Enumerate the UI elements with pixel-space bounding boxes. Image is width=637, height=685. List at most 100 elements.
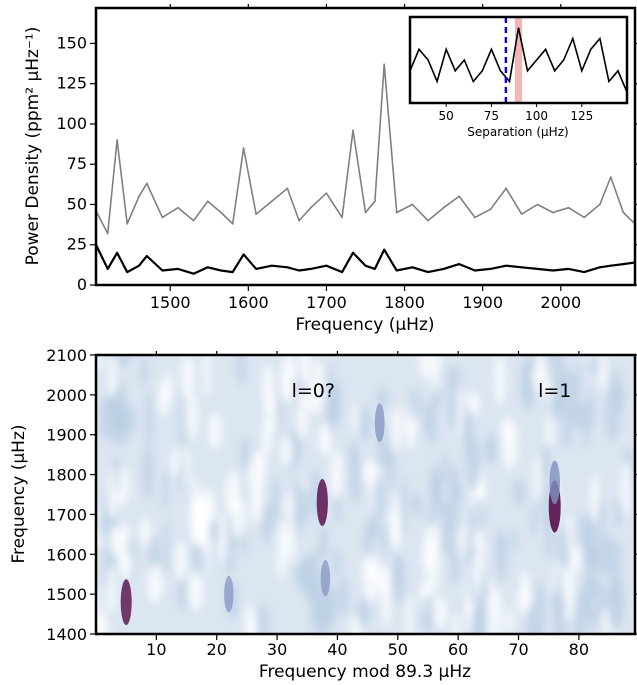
heatmap-cell (424, 524, 440, 552)
bottom-xtick-label: 20 (207, 640, 227, 659)
top-series-1-point (325, 264, 328, 267)
heatmap-cell (181, 355, 195, 399)
heatmap-cell (241, 529, 248, 558)
top-series-0-point (206, 200, 209, 203)
heatmap-cell (545, 415, 553, 448)
heatmap-hotspot (120, 579, 132, 626)
heatmap-cell (245, 601, 254, 634)
top-xtick-label: 1800 (384, 293, 425, 312)
top-xtick-label: 1900 (462, 293, 503, 312)
top-series-0-point (286, 187, 289, 190)
heatmap-cell (140, 355, 148, 388)
heatmap-cell (494, 355, 505, 406)
top-series-1-point (341, 271, 343, 273)
top-ytick-label: 125 (56, 74, 87, 93)
bottom-xtick-label: 50 (388, 640, 408, 659)
bottom-xlabel: Frequency mod 89.3 μHz (259, 662, 471, 682)
top-series-0-point (116, 139, 118, 142)
heatmap-cell (607, 584, 619, 630)
top-series-1-point (145, 255, 148, 257)
heatmap-cell (162, 466, 169, 511)
top-series-0-point (270, 200, 273, 203)
heatmap-hotspot (320, 560, 331, 597)
top-series-0-point (352, 129, 354, 132)
top-series-1-point (520, 266, 523, 269)
top-series-0-point (192, 219, 195, 222)
heatmap-cell (280, 436, 294, 466)
heatmap-cell (441, 500, 451, 558)
heatmap-cell (332, 549, 342, 577)
heatmap-layer (96, 355, 635, 634)
top-series-1-point (309, 268, 312, 270)
top-xtick-label: 1700 (306, 293, 347, 312)
top-series-1-point (552, 269, 554, 272)
heatmap-annotations: l=0? l=1 (292, 380, 572, 402)
top-ytick-label: 25 (67, 235, 87, 254)
top-series-0-point (427, 219, 429, 222)
bottom-xtick-label: 40 (327, 640, 347, 659)
heatmap-cell (587, 389, 595, 432)
heatmap-cell (96, 355, 102, 373)
heatmap-cell (323, 587, 337, 630)
heatmap-cell (502, 417, 518, 471)
top-ytick-label: 50 (67, 194, 87, 213)
heatmap-cell (391, 406, 402, 452)
heatmap-cell (109, 526, 120, 555)
top-series-1-point (255, 268, 257, 270)
heatmap-cell (208, 518, 219, 544)
bottom-xtick-label: 60 (448, 640, 468, 659)
top-series-0-point (177, 206, 179, 209)
heatmap-hotspot (316, 478, 328, 527)
top-series-0-point (622, 211, 625, 214)
heatmap-cell (114, 456, 121, 495)
heatmap-cell (250, 488, 264, 524)
top-series-0-point (383, 63, 386, 66)
top-series-0-point (255, 213, 257, 216)
heatmap-cell (300, 355, 311, 385)
heatmap-hotspot (549, 460, 560, 505)
top-series-1-point (231, 271, 234, 273)
heatmap-cell (419, 355, 433, 379)
bottom-ytick-label: 2000 (46, 386, 87, 405)
heatmap-cell (381, 576, 391, 629)
heatmap-cell (431, 355, 440, 394)
heatmap-cell (262, 364, 274, 416)
heatmap-cell (318, 423, 332, 456)
heatmap-cell (582, 395, 590, 452)
inset-ticks-layer: 50 75 100 125 (439, 103, 593, 123)
heatmap-cell (175, 541, 187, 582)
top-series-1-point (474, 269, 476, 272)
top-series-1-point (427, 271, 429, 273)
top-series-1-point (177, 268, 179, 270)
inset-xtick-label: 125 (570, 109, 593, 123)
top-series-0-point (138, 195, 140, 198)
inset-chart: 50 75 100 125 Separation (μHz) (408, 15, 629, 139)
heatmap-cell (520, 570, 530, 602)
top-xtick-label: 1600 (228, 293, 269, 312)
heatmap-cell (406, 595, 413, 634)
top-series-0-point (395, 211, 398, 214)
top-series-0-point (145, 182, 148, 185)
top-ylabel: Power Density (ppm² μHz⁻¹) (23, 27, 43, 266)
top-plot-frame (94, 6, 637, 287)
heatmap-annotation: l=1 (538, 380, 571, 402)
top-series-1-point (383, 248, 386, 251)
top-series-1-point (138, 264, 140, 267)
heatmap-cell (598, 582, 608, 614)
heatmap-cell (561, 411, 573, 450)
heatmap-cell (569, 545, 582, 572)
heatmap-cell (534, 452, 541, 500)
heatmap-cell (613, 496, 623, 529)
heatmap-cell (318, 523, 329, 563)
heatmap-cell (271, 475, 280, 532)
top-series-0-point (325, 192, 328, 195)
top-series-1-point (395, 269, 398, 272)
heatmap-cell (336, 574, 349, 618)
top-series-0-point (567, 206, 570, 209)
heatmap-cell (605, 385, 621, 441)
heatmap-cell (108, 355, 116, 401)
top-ytick-label: 75 (67, 154, 87, 173)
heatmap-cell (410, 492, 423, 517)
heatmap-cell (453, 612, 459, 634)
top-series-0-point (309, 206, 312, 209)
